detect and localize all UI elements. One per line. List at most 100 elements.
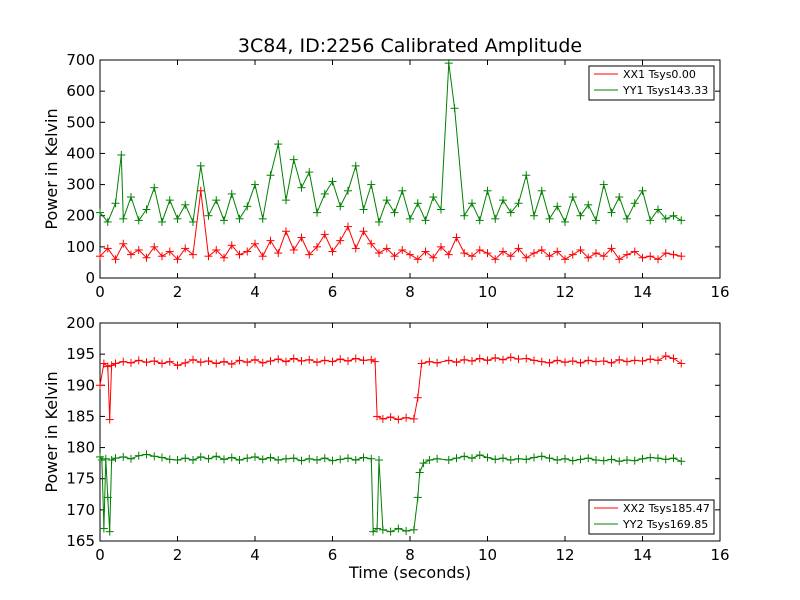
bottom-series-2-point: [289, 454, 298, 463]
bottom-series-2-point: [227, 453, 236, 462]
bottom-series-2-point: [537, 452, 546, 461]
top-series-1-point: [468, 252, 476, 261]
bottom-series-1-point: [134, 356, 143, 365]
bottom-series-1-point: [351, 354, 360, 363]
bottom-series-2-point: [173, 456, 182, 465]
bottom-y-tick-label: 170: [66, 501, 95, 519]
bottom-series-1-point: [119, 357, 128, 366]
top-series-2-point: [413, 199, 422, 208]
top-series-2-point: [142, 205, 151, 214]
top-series-2-point: [150, 183, 159, 192]
bottom-series-1-point: [460, 355, 469, 364]
top-series-1-point: [181, 244, 190, 253]
bottom-series-1-point: [371, 357, 380, 366]
top-series-1-point: [282, 227, 290, 236]
top-series-2-point: [576, 211, 585, 220]
top-series-2-point: [553, 202, 562, 211]
top-series-1-point: [522, 253, 531, 262]
bottom-y-tick-label: 195: [66, 345, 95, 363]
top-x-tick-label: 6: [328, 283, 338, 301]
bottom-series-2-point: [638, 454, 647, 463]
bottom-series-2-point: [101, 454, 110, 463]
bottom-series-1-point: [677, 359, 686, 368]
bottom-series-2-point: [119, 452, 128, 461]
top-series-2-point: [274, 140, 283, 149]
top-series-2-point: [189, 217, 197, 226]
top-series-1-point: [320, 230, 329, 239]
bottom-series-1-point: [530, 356, 538, 365]
top-series-1-point: [359, 227, 368, 236]
bottom-series-1-line: [99, 355, 682, 420]
bottom-x-tick-label: 12: [555, 546, 574, 564]
bottom-series-1-point: [227, 360, 236, 369]
top-series-2-point: [96, 208, 104, 217]
top-series-2-point: [282, 196, 290, 205]
bottom-series-2-point: [282, 454, 290, 463]
bottom-series-1-point: [630, 356, 639, 365]
bottom-series-1-point: [328, 357, 337, 366]
bottom-series-2-point: [415, 468, 424, 477]
top-series-1-point: [460, 249, 469, 258]
bottom-series-1-point: [313, 358, 321, 367]
bottom-series-1-point: [173, 361, 182, 370]
bottom-series-2-point: [561, 454, 569, 463]
top-series-2-point: [390, 208, 399, 217]
bottom-series-2-point: [522, 455, 531, 464]
bottom-series-2-point: [576, 455, 585, 464]
bottom-series-2-point: [97, 456, 106, 465]
top-series-1-point: [406, 250, 414, 259]
top-series-2-point: [375, 217, 383, 226]
bottom-series-2-point: [351, 456, 360, 465]
bottom-legend-label-2: YY2 Tsys169.85: [622, 518, 708, 531]
top-series-1-point: [390, 252, 399, 261]
top-series-1-point: [506, 252, 515, 261]
top-series-1-point: [266, 236, 275, 245]
top-series-1-point: [398, 245, 407, 254]
bottom-series-2-point: [305, 454, 314, 463]
bottom-series-2-point: [646, 453, 655, 462]
bottom-series-1-point: [378, 414, 387, 423]
bottom-y-tick-label: 200: [66, 314, 95, 332]
bottom-series-1-point: [258, 358, 267, 367]
top-series-1-point: [669, 250, 678, 259]
top-x-tick-label: 10: [478, 283, 497, 301]
top-series-2-point: [483, 186, 492, 195]
bottom-series-2-point: [402, 527, 411, 536]
top-series-1-point: [382, 244, 391, 253]
bottom-legend-label-1: XX2 Tsys185.47: [623, 502, 710, 515]
top-series-2-point: [530, 211, 538, 220]
bottom-series-2-point: [599, 456, 608, 465]
bottom-series-2-point: [419, 459, 428, 468]
bottom-x-tick-label: 2: [173, 546, 183, 564]
top-series-2-point: [258, 214, 267, 223]
top-series-1-point: [437, 242, 445, 251]
top-series-1-point: [429, 253, 438, 262]
top-series-1-point: [623, 250, 631, 259]
top-series-2-point: [638, 186, 647, 195]
bottom-series-2-point: [506, 456, 515, 465]
bottom-series-2-point: [468, 454, 476, 463]
top-series-2-point: [305, 168, 314, 177]
top-series-1-point: [351, 244, 360, 253]
top-series-2-point: [181, 200, 190, 209]
top-series-2-point: [134, 216, 143, 225]
bottom-series-group: [96, 352, 686, 536]
top-series-1-point: [127, 250, 135, 259]
top-series-1-point: [375, 249, 383, 258]
top-y-tick-label: 700: [66, 51, 95, 69]
bottom-series-1-point: [181, 358, 190, 367]
bottom-series-1-point: [623, 357, 631, 366]
bottom-y-axis: 165 170 175 180 185 190 195 200: [66, 314, 720, 550]
bottom-series-2-point: [460, 452, 469, 461]
top-series-1-point: [677, 252, 686, 261]
bottom-series-2-point: [386, 527, 395, 536]
bottom-series-1-point: [212, 359, 221, 368]
bottom-series-2-point: [499, 454, 507, 463]
bottom-series-2-point: [413, 493, 422, 502]
top-series-1-point: [251, 239, 259, 248]
top-x-tick-label: 4: [250, 283, 260, 301]
top-series-1-point: [165, 247, 174, 256]
top-series-2-point: [212, 196, 221, 205]
bottom-series-2-point: [607, 455, 616, 464]
bottom-series-1-point: [592, 357, 600, 366]
